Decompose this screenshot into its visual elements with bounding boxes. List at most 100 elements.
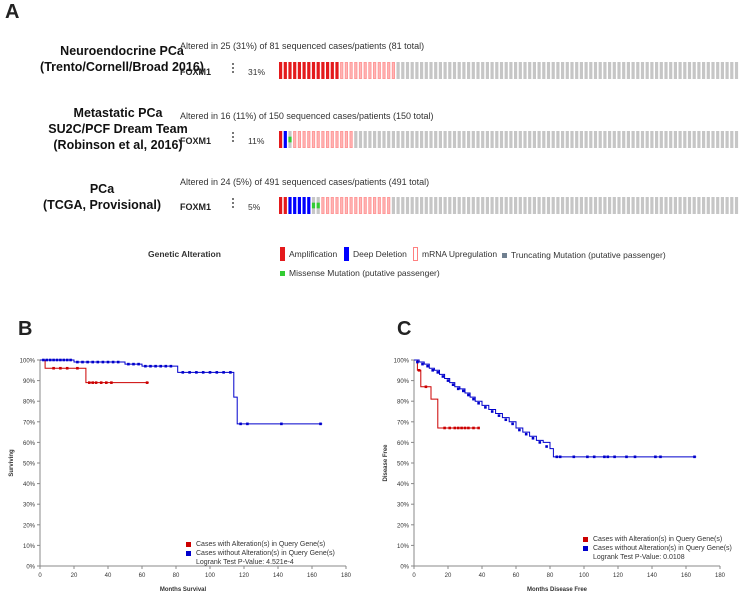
unaltered-case-cell — [598, 197, 602, 214]
unaltered-case-cell — [697, 131, 701, 148]
unaltered-case-cell — [565, 197, 569, 214]
drag-handle-icon[interactable] — [232, 132, 235, 144]
unaltered-case-cell — [612, 131, 616, 148]
unaltered-case-cell — [659, 62, 663, 79]
unaltered-case-cell — [546, 131, 551, 148]
altered-summary-1: Altered in 25 (31%) of 81 sequenced case… — [180, 41, 425, 51]
censor-mark — [453, 426, 457, 430]
unaltered-case-cell — [518, 62, 522, 79]
unaltered-case-cell — [575, 62, 579, 79]
unaltered-case-cell — [504, 197, 508, 214]
legend-entry-altered: Cases with Alteration(s) in Query Gene(s… — [186, 540, 335, 549]
unaltered-case-cell — [720, 62, 724, 79]
y-tick-label: 0% — [26, 565, 35, 571]
altered-case-cell — [288, 62, 292, 79]
unaltered-case-cell — [702, 62, 706, 79]
unaltered-case-cell — [622, 131, 626, 148]
unaltered-case-cell — [457, 131, 461, 148]
unaltered-case-cell — [711, 131, 715, 148]
unaltered-case-cell — [561, 62, 565, 79]
altered-case-cell — [293, 131, 297, 148]
unaltered-case-cell — [584, 131, 588, 148]
unaltered-case-cell — [593, 62, 598, 79]
study-name-line: (TCGA, Provisional) — [42, 198, 162, 212]
unaltered-case-cell — [354, 131, 358, 148]
altered-case-cell — [344, 131, 349, 148]
unaltered-case-cell — [420, 62, 424, 79]
unaltered-case-cell — [485, 197, 489, 214]
censor-mark — [633, 455, 637, 459]
unaltered-case-cell — [368, 131, 372, 148]
censor-mark — [613, 455, 616, 459]
altered-case-cell — [326, 131, 330, 148]
study-name-1: Neuroendocrine PCa (Trento/Cornell/Broad… — [2, 43, 242, 75]
y-tick-label: 40% — [23, 482, 36, 488]
altered-case-cell — [368, 62, 372, 79]
survival-curve-unaltered — [40, 359, 323, 425]
y-tick-label: 20% — [23, 523, 36, 529]
censor-mark — [159, 364, 162, 368]
altered-case-cell — [316, 62, 320, 79]
legend-title: Genetic Alteration — [148, 249, 221, 259]
unaltered-case-cell — [532, 62, 536, 79]
x-tick-label: 0 — [38, 573, 42, 579]
unaltered-case-cell — [575, 131, 579, 148]
unaltered-case-cell — [396, 131, 400, 148]
altered-case-cell — [302, 197, 306, 214]
unaltered-case-cell — [622, 197, 626, 214]
unaltered-case-cell — [523, 62, 527, 79]
censor-mark — [511, 422, 514, 426]
altered-case-cell — [335, 62, 339, 79]
altered-case-cell — [344, 197, 349, 214]
altered-case-cell — [330, 131, 334, 148]
x-tick-label: 100 — [579, 573, 590, 579]
unaltered-case-cell — [509, 131, 513, 148]
legend-mrna-upregulation: mRNA Upregulation — [413, 247, 497, 261]
censor-mark — [69, 358, 72, 362]
altered-case-cell — [283, 131, 287, 148]
gene-label-1: FOXM1 — [180, 67, 212, 77]
censor-mark — [215, 371, 219, 374]
unaltered-case-cell — [640, 197, 645, 214]
drag-handle-icon[interactable] — [232, 63, 235, 75]
censor-mark — [91, 381, 94, 384]
censor-mark — [477, 401, 480, 405]
unaltered-case-cell — [720, 131, 724, 148]
unaltered-case-cell — [725, 131, 729, 148]
unaltered-case-cell — [504, 131, 508, 148]
censor-mark — [606, 455, 610, 459]
x-tick-label: 60 — [513, 573, 520, 579]
altered-case-cell — [279, 62, 283, 79]
survival-curve-unaltered — [414, 359, 697, 458]
oncoprint-track-1 — [279, 62, 739, 79]
legend-swatch — [186, 542, 191, 547]
unaltered-case-cell — [659, 197, 663, 214]
altered-case-cell — [335, 197, 339, 214]
drag-handle-icon[interactable] — [232, 198, 235, 210]
altered-case-cell — [288, 131, 292, 148]
legend-deep-deletion: Deep Deletion — [344, 247, 407, 261]
censor-mark — [462, 389, 465, 393]
unaltered-case-cell — [725, 62, 729, 79]
altered-case-cell — [358, 62, 363, 79]
unaltered-case-cell — [687, 131, 692, 148]
censor-mark — [456, 387, 460, 391]
x-tick-label: 180 — [715, 573, 726, 579]
oncoprint-track-2 — [279, 131, 739, 148]
unaltered-case-cell — [678, 197, 682, 214]
unaltered-case-cell — [725, 197, 729, 214]
legend-entry-altered: Cases with Alteration(s) in Query Gene(s… — [583, 535, 732, 544]
censor-mark — [181, 371, 185, 374]
unaltered-case-cell — [612, 197, 616, 214]
unaltered-case-cell — [542, 131, 546, 148]
unaltered-case-cell — [608, 62, 612, 79]
unaltered-case-cell — [683, 131, 687, 148]
unaltered-case-cell — [481, 131, 485, 148]
censor-mark — [659, 455, 662, 459]
km-plot-overall-survival: 0% 10% 20% 30% 40% 50% 60% 70% 80% 90% 100% 0 20 40 60… — [9, 358, 352, 594]
censor-mark — [417, 369, 421, 372]
censor-mark — [144, 364, 147, 368]
altered-case-cell — [307, 62, 311, 79]
x-axis-label: Months Survival — [160, 587, 207, 593]
altered-case-cell — [358, 197, 363, 214]
